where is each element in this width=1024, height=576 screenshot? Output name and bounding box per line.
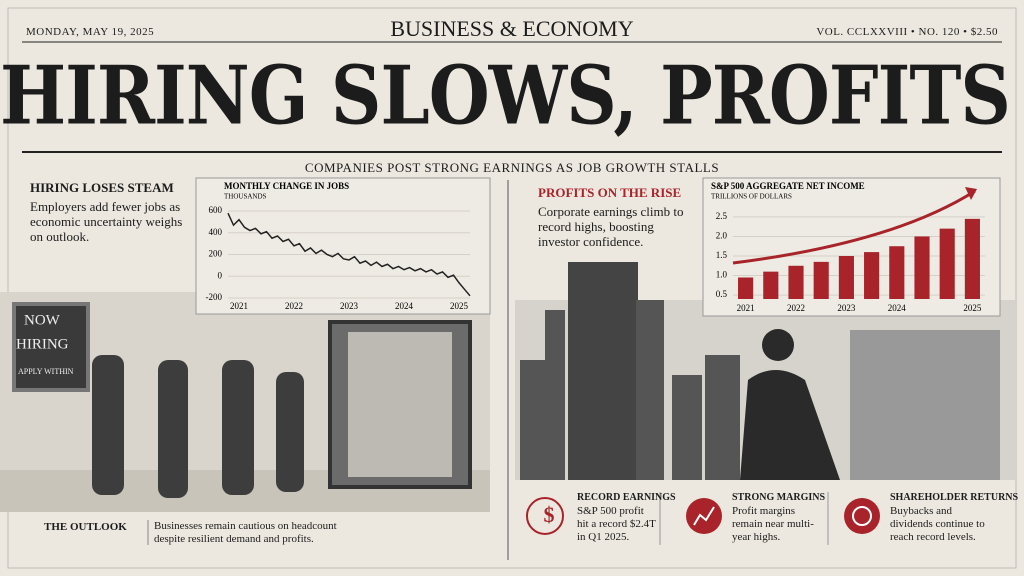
edition: VOL. CCLXXVIII • NO. 120 • $2.50: [816, 26, 998, 38]
body: Corporate earnings climb to record highs…: [538, 204, 684, 249]
glass: [348, 332, 452, 477]
date: MONDAY, MAY 19, 2025: [26, 26, 155, 38]
bar: [788, 265, 804, 299]
bar: [813, 261, 829, 299]
bar: [763, 271, 779, 299]
sign-text: HIRING: [16, 336, 69, 352]
line: [227, 212, 471, 297]
icon-glyph: [852, 506, 872, 526]
body: Employers add fewer jobs as economic unc…: [30, 199, 183, 244]
trend-arrow: [732, 189, 976, 265]
x-tick-label: 2022: [285, 301, 303, 311]
icon: [844, 498, 880, 534]
icon-text: $: [544, 502, 555, 527]
frame: [7, 7, 1017, 569]
body: Businesses remain cautious on headcount …: [154, 520, 337, 545]
heading: HIRING LOSES STEAM: [30, 180, 174, 195]
bar: [939, 228, 955, 299]
sign-text: NOW: [24, 312, 61, 328]
headline: HIRING SLOWS, PROFITS RISE: [0, 47, 1024, 144]
x-tick-label: 2025: [963, 303, 982, 313]
card-title: SHAREHOLDER RETURNS: [890, 492, 1019, 503]
sign: [12, 302, 90, 392]
icon-ring: [526, 497, 564, 535]
chart-title: S&P 500 AGGREGATE NET INCOME: [711, 181, 865, 191]
y-tick-label: 2.5: [716, 211, 728, 221]
y-tick-label: 1.0: [716, 270, 728, 280]
buildings: [520, 262, 1000, 480]
bar: [738, 277, 754, 299]
x-tick-label: 2024: [888, 303, 907, 313]
y-tick-label: 600: [209, 205, 223, 215]
chart-title: MONTHLY CHANGE IN JOBS: [224, 181, 349, 191]
x-tick-label: 2025: [450, 301, 469, 311]
bar: [889, 246, 905, 299]
x-tick-label: 2021: [230, 301, 248, 311]
people: [92, 355, 304, 498]
arrow-head: [965, 187, 977, 200]
heading: THE OUTLOOK: [44, 521, 127, 533]
y-tick-label: 200: [209, 249, 223, 259]
chart-box: [195, 177, 491, 315]
card-title: RECORD EARNINGS: [577, 492, 676, 503]
card-body: Buybacks and dividends continue to reach…: [890, 505, 985, 543]
y-tick-label: 400: [209, 227, 223, 237]
x-tick-label: 2022: [787, 303, 805, 313]
sign-text: APPLY WITHIN: [18, 367, 74, 376]
y-tick-label: 2.0: [716, 231, 728, 241]
subheadline: COMPANIES POST STRONG EARNINGS AS JOB GR…: [304, 160, 720, 175]
x-tick-label: 2023: [340, 301, 359, 311]
card-body: S&P 500 profit hit a record $2.4T in Q1 …: [577, 505, 656, 543]
bar: [964, 218, 980, 299]
chart-subtitle: TRILLIONS OF DOLLARS: [711, 193, 792, 201]
y-tick-label: -200: [206, 292, 223, 302]
x-tick-label: 2021: [737, 303, 755, 313]
bar: [864, 252, 880, 299]
y-tick-label: 0: [218, 270, 223, 280]
chart-subtitle: THOUSANDS: [224, 193, 267, 201]
bar: [838, 256, 854, 299]
y-tick-label: 0.5: [716, 289, 728, 299]
businessman: [740, 370, 840, 480]
icon-glyph: [693, 506, 715, 526]
card-title: STRONG MARGINS: [732, 492, 826, 503]
x-tick-label: 2024: [395, 301, 414, 311]
businessman-head: [762, 329, 794, 361]
section: BUSINESS & ECONOMY: [390, 16, 634, 41]
card-body: Profit margins remain near multi-year hi…: [732, 505, 814, 543]
heading: PROFITS ON THE RISE: [538, 185, 682, 200]
bar: [914, 236, 930, 299]
x-tick-label: 2023: [837, 303, 856, 313]
y-tick-label: 1.5: [716, 250, 728, 260]
icon: [686, 498, 722, 534]
